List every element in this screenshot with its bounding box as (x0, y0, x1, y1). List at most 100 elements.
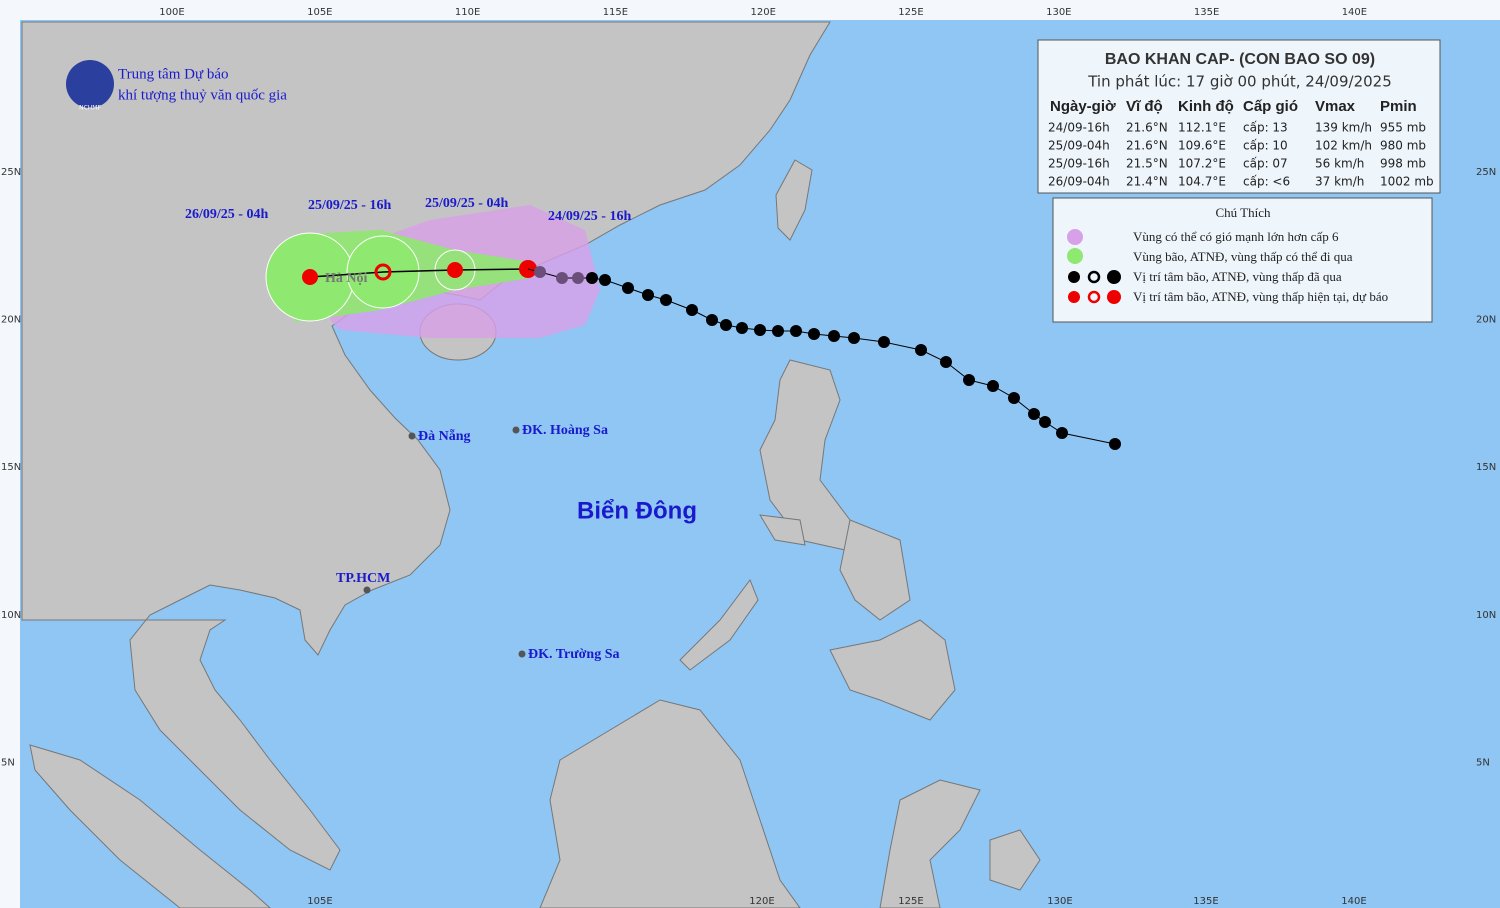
past-point (790, 325, 802, 337)
table-header: Pmin (1380, 98, 1417, 115)
table-header: Vĩ độ (1126, 98, 1163, 115)
past-point (586, 272, 598, 284)
table-cell: 1002 mb (1380, 175, 1434, 189)
lon-label: 135E (1194, 7, 1219, 18)
table-cell: 980 mb (1380, 139, 1426, 153)
past-point (534, 266, 546, 278)
forecast-labels: 26/09/25 - 04h 25/09/25 - 16h 25/09/25 -… (185, 196, 631, 224)
table-cell: 25/09-04h (1048, 139, 1110, 153)
place-label: ĐK. Hoàng Sa (522, 423, 608, 438)
forecast-label: 25/09/25 - 04h (425, 196, 508, 211)
table-cell: cấp: 07 (1243, 157, 1288, 171)
logo-mark (66, 60, 114, 108)
legend-item: Vị trí tâm bão, ATNĐ, vùng thấp đã qua (1133, 269, 1342, 284)
lat-label: 15N (1, 462, 21, 473)
past-point (808, 328, 820, 340)
place-label: Đà Nẵng (418, 428, 471, 444)
legend-swatch (1068, 271, 1080, 283)
past-point (963, 374, 975, 386)
legend-swatch (1067, 248, 1083, 264)
forecast-cone (265, 205, 600, 338)
lon-label: 115E (603, 7, 628, 18)
legend-item: Vùng bão, ATNĐ, vùng thấp có thể đi qua (1133, 249, 1353, 264)
past-point (878, 336, 890, 348)
past-point (622, 282, 634, 294)
agency-name: khí tượng thuỷ văn quốc gia (118, 87, 287, 103)
table-cell: 25/09-16h (1048, 157, 1110, 171)
legend-item: Vị trí tâm bão, ATNĐ, vùng thấp hiện tại… (1133, 289, 1388, 304)
past-point (1028, 408, 1040, 420)
place-label: ĐK. Trường Sa (528, 647, 620, 662)
lat-label: 20N (1, 315, 21, 326)
legend-swatch (1087, 290, 1101, 304)
table-header: Vmax (1315, 98, 1356, 115)
legend-swatch (1107, 270, 1121, 284)
legend-swatch (1107, 290, 1121, 304)
past-point (754, 324, 766, 336)
table-header: Ngày-giờ (1050, 98, 1116, 115)
past-point (686, 304, 698, 316)
lon-label: 120E (750, 7, 775, 18)
past-track (527, 266, 1121, 450)
bulletin-title: BAO KHAN CAP- (CON BAO SO 09) (1105, 51, 1375, 68)
lon-label: 140E (1342, 7, 1367, 18)
table-cell: 56 km/h (1315, 157, 1364, 171)
table-cell: 109.6°E (1178, 139, 1226, 153)
forecast-point (374, 263, 392, 281)
table-cell: 998 mb (1380, 157, 1426, 171)
table-cell: cấp: <6 (1243, 175, 1290, 189)
lon-label: 140E (1341, 896, 1366, 907)
past-point (706, 314, 718, 326)
past-point (720, 319, 732, 331)
lon-label: 120E (749, 896, 774, 907)
table-cell: 26/09-04h (1048, 175, 1110, 189)
place-label: TP.HCM (336, 571, 390, 586)
table-header: Cấp gió (1243, 98, 1298, 115)
legend-swatch (1068, 291, 1080, 303)
forecast-track (309, 268, 529, 278)
bulletin: BAO KHAN CAP- (CON BAO SO 09) Tin phát l… (1037, 39, 1441, 194)
table-header: Kinh độ (1178, 98, 1234, 115)
lon-label: 130E (1046, 7, 1071, 18)
past-point (1008, 392, 1020, 404)
place-dot (363, 586, 371, 594)
past-point (642, 289, 654, 301)
agency-name: Trung tâm Dự báo (118, 66, 229, 82)
table-cell: 21.5°N (1126, 157, 1168, 171)
lat-label: 25N (1, 167, 21, 178)
legend: Chú Thích Vùng có thể có gió mạnh lớn hơ… (1052, 197, 1433, 323)
table-cell: 104.7°E (1178, 175, 1226, 189)
land (21, 21, 1041, 908)
table-cell: 37 km/h (1315, 175, 1364, 189)
bulletin-box (1037, 39, 1441, 194)
forecast-point (302, 269, 318, 285)
table-cell: 24/09-16h (1048, 121, 1110, 135)
past-point (572, 272, 584, 284)
past-point (772, 325, 784, 337)
past-point (828, 330, 840, 342)
lon-label: 105E (307, 896, 332, 907)
table-cell: 102 km/h (1315, 139, 1372, 153)
bulletin-issued: Tin phát lúc: 17 giờ 00 phút, 24/09/2025 (1087, 73, 1392, 91)
lat-label: 20N (1476, 315, 1496, 326)
past-point (736, 322, 748, 334)
logo: NCHMF Trung tâm Dự báo khí tượng thuỷ vă… (66, 60, 287, 112)
lat-label: 5N (1476, 757, 1490, 768)
table-cell: cấp: 13 (1243, 121, 1288, 135)
lon-label: 125E (898, 7, 923, 18)
sea-label: Biển Đông (577, 497, 697, 524)
place-label: Hà Nội (325, 271, 368, 286)
lon-label: 110E (455, 7, 480, 18)
place-dot (512, 426, 520, 434)
past-point (556, 272, 568, 284)
lat-label: 25N (1476, 167, 1496, 178)
lon-label: 135E (1193, 896, 1218, 907)
axes: 100E 105E 110E 115E 120E 125E 130E 135E 140E 105E… (1, 7, 1496, 907)
forecast-label: 25/09/25 - 16h (308, 198, 391, 213)
lon-label: 125E (898, 896, 923, 907)
lon-label: 100E (159, 7, 184, 18)
logo-text: NCHMF (79, 105, 101, 112)
bulletin-table: Ngày-giờ Vĩ độ Kinh độ Cấp gió Vmax Pmin 24/09… (1048, 98, 1434, 189)
